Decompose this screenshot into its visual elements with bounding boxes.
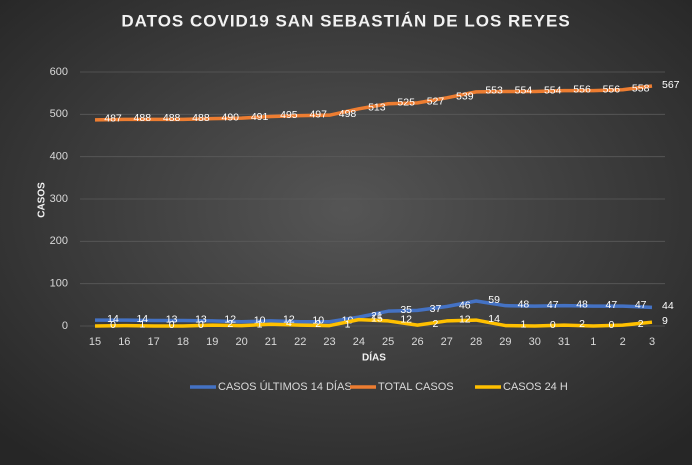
series-line: [94, 317, 653, 328]
x-tick-label: 2: [620, 336, 626, 348]
data-label: 13: [166, 313, 178, 325]
x-tick-label: 23: [323, 336, 335, 348]
data-label: 2: [227, 318, 233, 330]
data-label: 0: [550, 319, 556, 331]
x-tick-label: 16: [118, 336, 130, 348]
legend-label: TOTAL CASOS: [378, 381, 454, 393]
data-label: 48: [576, 298, 588, 310]
x-tick-label: 21: [265, 336, 277, 348]
x-tick-label: 15: [89, 336, 101, 348]
y-tick-label: 600: [50, 66, 68, 78]
x-tick-label: 22: [294, 336, 306, 348]
data-label: 513: [368, 102, 386, 114]
y-tick-label: 300: [50, 193, 68, 205]
data-label: 10: [254, 315, 266, 327]
x-tick-label: 1: [590, 336, 596, 348]
data-label: 2: [315, 318, 321, 330]
y-tick-label: 200: [50, 235, 68, 247]
data-label: 12: [283, 314, 295, 326]
data-label: 488: [192, 112, 210, 124]
data-label: 567: [662, 79, 680, 91]
data-label: 553: [485, 85, 503, 97]
data-label: 14: [136, 313, 148, 325]
data-label: 21: [371, 310, 383, 322]
data-label: 48: [518, 298, 530, 310]
data-label: 2: [579, 318, 585, 330]
data-label: 0: [110, 319, 116, 331]
legend-label: CASOS ÚLTIMOS 14 DÍAS: [218, 380, 352, 393]
x-tick-label: 24: [353, 336, 365, 348]
x-tick-label: 28: [470, 336, 482, 348]
data-label: 490: [221, 111, 239, 123]
data-label: 47: [635, 299, 647, 311]
data-label: 491: [251, 111, 269, 123]
data-label: 4: [286, 317, 292, 329]
data-label: 10: [312, 315, 324, 327]
data-label: 0: [169, 319, 175, 331]
x-tick-label: 29: [499, 336, 511, 348]
data-label: 12: [459, 314, 471, 326]
data-label: 0: [198, 319, 204, 331]
data-label: 1: [520, 318, 526, 330]
x-tick-label: 31: [558, 336, 570, 348]
data-label: 539: [456, 91, 474, 103]
x-axis-label: DÍAS: [362, 351, 386, 364]
data-label: 15: [371, 312, 383, 324]
chart-title: DATOS COVID19 SAN SEBASTIÁN DE LOS REYES: [121, 11, 570, 30]
data-label: 554: [515, 84, 533, 96]
data-label: 556: [603, 83, 621, 95]
x-tick-label: 17: [148, 336, 160, 348]
y-tick-label: 500: [50, 108, 68, 120]
data-label: 525: [397, 97, 415, 109]
series-line: [95, 299, 653, 324]
data-label: 554: [544, 84, 562, 96]
data-label: 1: [345, 318, 351, 330]
data-label: 44: [662, 300, 674, 312]
data-label: 495: [280, 109, 298, 121]
data-label: 0: [608, 319, 614, 331]
data-label: 558: [632, 83, 650, 95]
data-label: 1: [257, 318, 263, 330]
data-label: 14: [488, 313, 500, 325]
series-line: [94, 84, 653, 122]
data-label: 488: [163, 112, 181, 124]
x-tick-label: 19: [206, 336, 218, 348]
data-label: 2: [638, 318, 644, 330]
data-label: 14: [107, 313, 119, 325]
data-label: 46: [459, 299, 471, 311]
data-label: 497: [309, 108, 327, 120]
data-label: 12: [224, 314, 236, 326]
x-tick-label: 26: [411, 336, 423, 348]
data-label: 35: [400, 304, 412, 316]
x-tick-label: 25: [382, 336, 394, 348]
data-label: 59: [488, 294, 500, 306]
x-tick-label: 20: [235, 336, 247, 348]
data-label: 527: [427, 96, 445, 108]
data-label: 1: [139, 318, 145, 330]
x-tick-label: 3: [649, 336, 655, 348]
data-label: 47: [606, 299, 618, 311]
y-tick-label: 400: [50, 151, 68, 163]
x-tick-label: 27: [441, 336, 453, 348]
legend-label: CASOS 24 H: [503, 381, 568, 393]
data-label: 498: [339, 108, 357, 120]
data-label: 13: [195, 313, 207, 325]
data-label: 487: [104, 113, 122, 125]
y-tick-label: 0: [62, 320, 68, 332]
data-label: 2: [433, 318, 439, 330]
data-label: 556: [573, 83, 591, 95]
data-label: 488: [134, 112, 152, 124]
x-tick-label: 30: [529, 336, 541, 348]
x-tick-label: 18: [177, 336, 189, 348]
data-label: 47: [547, 299, 559, 311]
data-label: 37: [430, 303, 442, 315]
y-tick-label: 100: [50, 278, 68, 290]
y-axis-label: CASOS: [37, 182, 48, 218]
data-label: 12: [400, 314, 412, 326]
data-label: 9: [662, 315, 668, 327]
